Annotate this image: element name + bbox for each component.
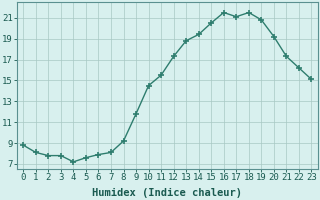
X-axis label: Humidex (Indice chaleur): Humidex (Indice chaleur): [92, 188, 242, 198]
